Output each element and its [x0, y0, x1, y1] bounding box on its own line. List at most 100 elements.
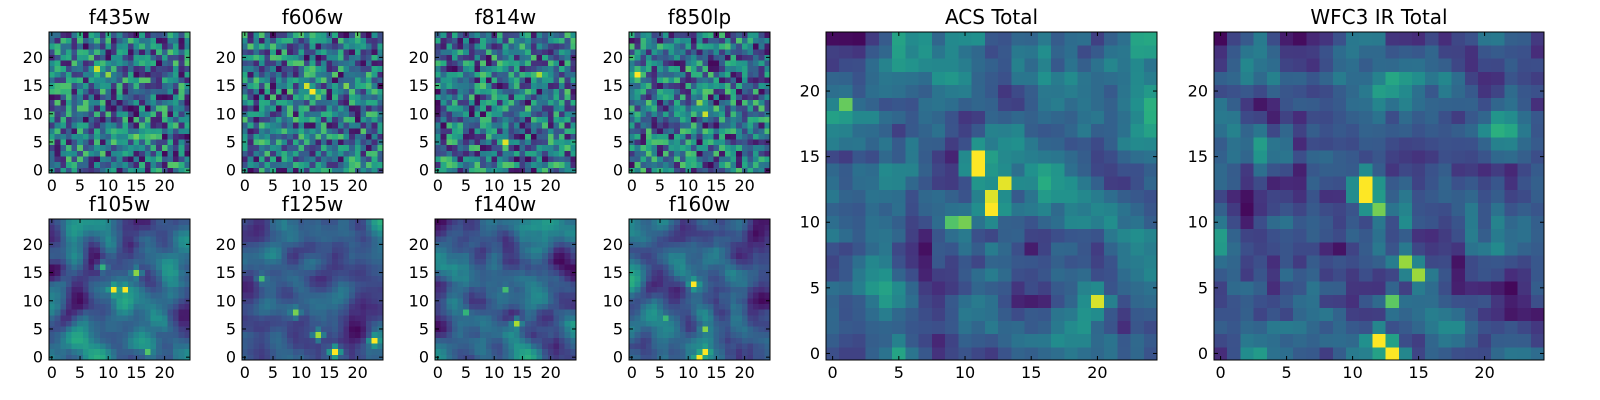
heatmap-cell: [133, 71, 140, 78]
heatmap-cell: [707, 122, 714, 129]
heatmap-cell: [508, 309, 515, 316]
heatmap-cell: [758, 122, 765, 129]
heatmap-cell: [360, 252, 367, 259]
heatmap-cell: [559, 269, 566, 276]
y-tick-label: 10: [603, 104, 623, 123]
heatmap-cell: [360, 144, 367, 151]
heatmap-cell: [629, 37, 636, 44]
heatmap-cell: [309, 331, 316, 338]
heatmap-cell: [536, 144, 543, 151]
heatmap-cell: [360, 320, 367, 327]
heatmap-cell: [485, 105, 492, 112]
heatmap-cell: [60, 48, 67, 55]
heatmap-cell: [258, 343, 265, 350]
heatmap-cell: [547, 331, 554, 338]
heatmap-cell: [491, 309, 498, 316]
heatmap-cell: [662, 65, 669, 72]
heatmap-cell: [508, 167, 515, 174]
heatmap-cell: [366, 82, 373, 89]
heatmap-cell: [60, 252, 67, 259]
heatmap-cell: [564, 82, 571, 89]
heatmap-cell: [553, 247, 560, 254]
heatmap-cell: [525, 292, 532, 299]
heatmap-cell: [559, 161, 566, 168]
heatmap-cell: [702, 144, 709, 151]
heatmap-cell: [451, 156, 458, 163]
heatmap-cell: [116, 77, 123, 84]
heatmap-cell: [519, 99, 526, 106]
heatmap-cells: [49, 219, 191, 361]
heatmap-cell: [696, 337, 703, 344]
heatmap-cell: [178, 116, 185, 123]
heatmap-cell: [144, 235, 151, 242]
heatmap-cell: [457, 252, 464, 259]
heatmap-cell: [60, 99, 67, 106]
heatmap-cell: [105, 247, 112, 254]
heatmap-cell: [111, 105, 118, 112]
heatmap-cell: [474, 133, 481, 140]
heatmap-cell: [133, 235, 140, 242]
heatmap-cell: [657, 269, 664, 276]
heatmap-cell: [491, 258, 498, 265]
heatmap-cell: [270, 54, 277, 61]
heatmap-cell: [491, 343, 498, 350]
heatmap-cell: [309, 219, 316, 226]
heatmap-cell: [99, 48, 106, 55]
heatmap-cell: [713, 105, 720, 112]
heatmap-cell: [764, 99, 771, 106]
heatmap-cell: [502, 150, 509, 157]
heatmap-cell: [253, 139, 260, 146]
heatmap-cell: [530, 82, 537, 89]
heatmap-cell: [446, 60, 453, 67]
heatmap-cell: [332, 37, 339, 44]
heatmap-cell: [480, 110, 487, 117]
heatmap-cell: [559, 292, 566, 299]
heatmap-cell: [480, 331, 487, 338]
heatmap-cell: [724, 156, 731, 163]
heatmap-cell: [513, 48, 520, 55]
heatmap-cell: [349, 122, 356, 129]
heatmap-cell: [502, 37, 509, 44]
heatmap-cell: [258, 314, 265, 321]
heatmap-cell: [547, 71, 554, 78]
heatmap-cell: [645, 94, 652, 101]
heatmap-cell: [332, 156, 339, 163]
heatmap-cell: [156, 144, 163, 151]
heatmap-cell: [542, 258, 549, 265]
heatmap-cell: [247, 150, 254, 157]
heatmap-cell: [764, 127, 771, 134]
heatmap-cell: [474, 247, 481, 254]
heatmap-cell: [156, 348, 163, 355]
heatmap-cell: [184, 303, 191, 310]
heatmap-cell: [292, 219, 299, 226]
heatmap-cell: [435, 127, 442, 134]
heatmap-cell: [88, 241, 95, 248]
heatmap-cell: [173, 54, 180, 61]
heatmap-cell: [326, 133, 333, 140]
heatmap-cell: [519, 82, 526, 89]
heatmap-cell: [304, 94, 311, 101]
heatmap-cell: [349, 161, 356, 168]
heatmap-cell: [730, 88, 737, 95]
heatmap-cell: [309, 94, 316, 101]
heatmap-cell: [343, 32, 350, 39]
heatmap-cell: [349, 264, 356, 271]
heatmap-cell: [497, 281, 504, 288]
heatmap-cell: [173, 144, 180, 151]
heatmap-cell: [127, 127, 134, 134]
heatmap-cell: [519, 258, 526, 265]
heatmap-cell: [564, 247, 571, 254]
heatmap-cell: [349, 348, 356, 355]
heatmap-cell: [508, 82, 515, 89]
heatmap-cell: [326, 264, 333, 271]
heatmap-cell: [645, 309, 652, 316]
heatmap-cell: [343, 292, 350, 299]
heatmap-cell: [719, 133, 726, 140]
heatmap-cell: [502, 110, 509, 117]
heatmap-cell: [343, 105, 350, 112]
heatmap-cell: [60, 65, 67, 72]
heatmap-cell: [530, 348, 537, 355]
heatmap-cell: [292, 60, 299, 67]
heatmap-cell: [275, 43, 282, 50]
heatmap-cell: [287, 110, 294, 117]
